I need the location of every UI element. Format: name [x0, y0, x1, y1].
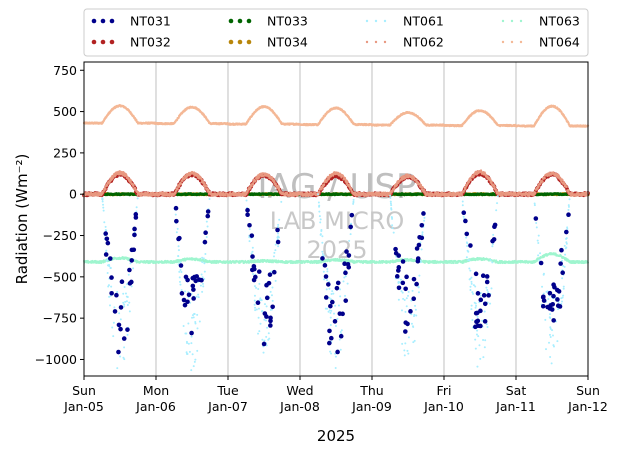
legend-marker-nt032	[91, 39, 97, 45]
legend-marker-nt062	[383, 40, 387, 44]
data-point	[205, 185, 208, 188]
legend-marker-nt031	[91, 18, 97, 24]
legend-marker-nt034	[228, 39, 234, 45]
legend-marker-nt034	[237, 39, 243, 45]
gridlines	[155, 62, 517, 376]
data-point	[449, 261, 452, 264]
data-point	[177, 185, 181, 188]
legend-marker-nt032	[100, 39, 106, 45]
legend-label-nt031: NT031	[130, 14, 171, 29]
legend-marker-nt061	[365, 19, 369, 23]
watermark: IAG / USP LAB MICRO 2025	[257, 167, 416, 264]
legend-box	[83, 8, 589, 57]
data-point	[176, 188, 179, 191]
legend-marker-nt062	[374, 40, 378, 44]
watermark-line2: LAB MICRO	[270, 207, 405, 235]
legend-label-nt032: NT032	[130, 35, 171, 50]
legend-marker-nt033	[237, 18, 243, 24]
legend-label-nt034: NT034	[267, 35, 308, 50]
legend-marker-nt061	[383, 19, 387, 23]
legend-label-nt061: NT061	[403, 14, 444, 29]
legend-label-nt063: NT063	[539, 14, 580, 29]
data-point	[104, 187, 107, 191]
legend-marker-nt062	[365, 40, 369, 44]
legend-marker-nt033	[246, 18, 252, 24]
legend-marker-nt033	[228, 18, 234, 24]
legend-marker-nt034	[246, 39, 252, 45]
legend-marker-nt063	[519, 19, 523, 23]
data-point	[199, 257, 202, 260]
legend: NT031 NT032 NT033 NT034 NT061 NT062 NT063 NT064	[91, 14, 580, 50]
legend-marker-nt064	[501, 40, 505, 44]
legend-marker-nt063	[510, 19, 514, 23]
data-point	[130, 179, 133, 182]
data-point	[203, 182, 206, 185]
data-point	[146, 191, 150, 194]
legend-label-nt033: NT033	[267, 14, 308, 29]
legend-marker-nt032	[109, 39, 115, 45]
data-point	[132, 183, 135, 186]
legend-marker-nt031	[100, 18, 106, 24]
legend-marker-nt031	[109, 18, 115, 24]
data-point	[105, 184, 109, 187]
legend-marker-nt061	[374, 19, 378, 23]
legend-label-nt064: NT064	[539, 35, 580, 50]
series-nt064	[82, 104, 590, 128]
legend-marker-nt064	[510, 40, 514, 44]
data-point	[180, 182, 183, 185]
series-layer	[82, 104, 590, 372]
data-point	[114, 174, 117, 177]
legend-marker-nt063	[501, 19, 505, 23]
legend-label-nt062: NT062	[403, 35, 444, 50]
legend-marker-nt064	[519, 40, 523, 44]
data-point	[215, 262, 218, 265]
